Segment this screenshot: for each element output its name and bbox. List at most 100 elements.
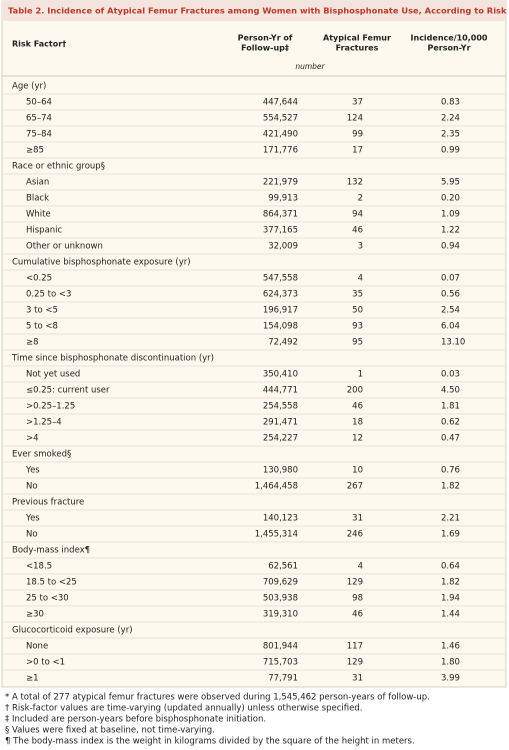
row-label: Other or unknown <box>26 242 103 252</box>
row-label: ≤0.25: current user <box>26 386 110 396</box>
incidence: 0.83 <box>441 98 460 108</box>
person-years: 715,703 <box>263 658 298 668</box>
fracture-count: 267 <box>347 482 363 492</box>
row-label: 25 to <30 <box>26 594 69 604</box>
fracture-count: 46 <box>352 402 363 412</box>
section-label: Body-mass index¶ <box>12 546 90 556</box>
fracture-count: 18 <box>352 418 363 428</box>
incidence: 0.76 <box>441 466 460 476</box>
person-years: 319,310 <box>263 610 298 620</box>
incidence: 0.64 <box>441 562 460 572</box>
incidence: 2.24 <box>441 114 460 124</box>
incidence: 1.94 <box>441 594 460 604</box>
incidence: 3.99 <box>441 674 460 684</box>
person-years: 221,979 <box>263 178 298 188</box>
incidence: 0.99 <box>441 146 460 156</box>
person-years: 62,561 <box>268 562 298 572</box>
person-years: 801,944 <box>263 642 298 652</box>
fracture-count: 98 <box>352 594 363 604</box>
person-years: 291,471 <box>263 418 298 428</box>
fracture-count: 1 <box>358 370 363 380</box>
incidence: 5.95 <box>441 178 460 188</box>
section-label: Age (yr) <box>12 82 46 92</box>
incidence: 2.54 <box>441 306 460 316</box>
row-label: <0.25 <box>26 274 52 284</box>
fracture-count: 31 <box>352 674 363 684</box>
row-label: None <box>26 642 48 652</box>
fracture-count: 12 <box>352 434 363 444</box>
person-years: 503,938 <box>263 594 298 604</box>
incidence: 4.50 <box>441 386 460 396</box>
row-label: ≥8 <box>26 338 39 348</box>
incidence: 2.35 <box>441 130 460 140</box>
incidence: 0.47 <box>441 434 460 444</box>
incidence: 0.94 <box>441 242 460 252</box>
person-years: 99,913 <box>268 194 298 204</box>
person-years: 140,123 <box>263 514 298 524</box>
section-label: Glucocorticoid exposure (yr) <box>12 626 133 636</box>
person-years: 254,227 <box>263 434 298 444</box>
row-label: >4 <box>26 434 39 444</box>
row-label: Asian <box>26 178 49 188</box>
person-years: 32,009 <box>268 242 298 252</box>
row-label: 3 to <5 <box>26 306 58 316</box>
row-label: Yes <box>25 514 40 524</box>
incidence: 13.10 <box>441 338 465 348</box>
fracture-count: 246 <box>347 530 363 540</box>
fracture-count: 3 <box>358 242 363 252</box>
column-header: Fractures <box>336 44 379 53</box>
incidence: 2.21 <box>441 514 460 524</box>
person-years: 72,492 <box>268 338 298 348</box>
column-header: Follow-up‡ <box>241 44 289 53</box>
section-label: Cumulative bisphosphonate exposure (yr) <box>12 258 191 268</box>
incidence: 1.82 <box>441 482 460 492</box>
row-label: ≥30 <box>26 610 44 620</box>
column-header: Incidence/10,000 <box>411 34 488 43</box>
person-years: 377,165 <box>263 226 298 236</box>
incidence: 0.07 <box>441 274 460 284</box>
person-years: 547,558 <box>263 274 298 284</box>
fracture-count: 99 <box>352 130 363 140</box>
fracture-count: 17 <box>352 146 363 156</box>
row-label: Hispanic <box>26 226 63 236</box>
person-years: 447,644 <box>263 98 298 108</box>
fracture-count: 129 <box>347 658 363 668</box>
fracture-count: 4 <box>358 562 363 572</box>
incidence: 0.03 <box>441 370 460 380</box>
person-years: 171,776 <box>263 146 298 156</box>
fracture-count: 94 <box>352 210 363 220</box>
row-label: 5 to <8 <box>26 322 58 332</box>
person-years: 154,098 <box>263 322 298 332</box>
section-label: Previous fracture <box>12 498 84 508</box>
table-title: Table 2. Incidence of Atypical Femur Fra… <box>8 6 509 16</box>
row-label: Yes <box>25 466 40 476</box>
row-label: 75–84 <box>26 130 52 140</box>
person-years: 130,980 <box>263 466 298 476</box>
row-label: 65–74 <box>26 114 52 124</box>
column-header: Person-Yr of <box>238 34 293 43</box>
fracture-count: 93 <box>352 322 363 332</box>
incidence: 1.46 <box>441 642 460 652</box>
incidence: 0.62 <box>441 418 460 428</box>
column-header: Risk Factor† <box>12 40 66 49</box>
fracture-count: 132 <box>347 178 363 188</box>
incidence: 1.69 <box>441 530 460 540</box>
fracture-count: 46 <box>352 610 363 620</box>
person-years: 709,629 <box>263 578 298 588</box>
row-label: Not yet used <box>26 370 80 380</box>
fracture-count: 200 <box>347 386 363 396</box>
row-label: White <box>26 210 51 220</box>
incidence: 0.20 <box>441 194 460 204</box>
person-years: 254,558 <box>263 402 298 412</box>
row-label: No <box>26 530 38 540</box>
column-header: Atypical Femur <box>323 34 391 43</box>
footnote: * A total of 277 atypical femur fracture… <box>5 693 430 703</box>
section-label: Ever smoked§ <box>12 450 71 460</box>
incidence: 1.22 <box>441 226 460 236</box>
footnote: ¶ The body-mass index is the weight in k… <box>5 737 415 747</box>
row-label: Black <box>26 194 49 204</box>
person-years: 350,410 <box>263 370 298 380</box>
person-years: 444,771 <box>263 386 298 396</box>
fracture-count: 31 <box>352 514 363 524</box>
